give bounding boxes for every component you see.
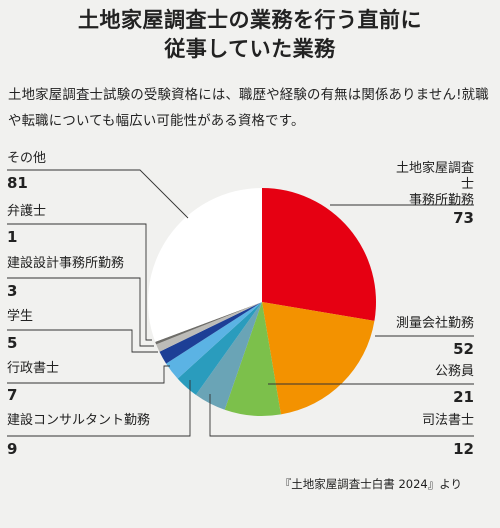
value-sekkei: 3 <box>7 282 18 300</box>
leader-consultant <box>7 380 191 437</box>
label-sokuryo: 測量会社勤務 <box>395 316 474 331</box>
label-gyosei: 行政書士 <box>7 361 60 376</box>
pie-slice-1 <box>262 302 375 415</box>
label-chosashi: 土地家屋調査士 事務所勤務 <box>395 161 474 208</box>
pie-slice-6 <box>159 302 262 364</box>
label-komuin: 公務員 <box>434 364 474 379</box>
value-sonota: 81 <box>7 174 28 192</box>
pie-slice-9 <box>148 188 262 342</box>
value-gakusei: 5 <box>7 334 18 352</box>
leader-sekkei <box>7 277 154 347</box>
chart-title: 土地家屋調査士の業務を行う直前に 従事していた業務 <box>0 6 500 64</box>
value-consultant: 9 <box>7 440 18 458</box>
leader-gakusei <box>7 329 158 353</box>
leader-sonota <box>7 169 189 219</box>
value-sokuryo: 52 <box>453 340 474 358</box>
pie-slice-5 <box>166 302 262 379</box>
title-line-2: 従事していた業務 <box>164 37 336 61</box>
value-komuin: 21 <box>453 388 474 406</box>
pie-slice-0 <box>262 188 376 321</box>
value-gyosei: 7 <box>7 386 18 404</box>
label-shiho: 司法書士 <box>421 413 474 428</box>
value-shiho: 12 <box>453 440 474 458</box>
pie-slice-4 <box>177 302 262 395</box>
pie-slice-8 <box>155 302 262 345</box>
label-bengoshi: 弁護士 <box>7 204 47 219</box>
source-note: 『土地家屋調査士白書 2024』より <box>279 477 462 491</box>
label-consultant: 建設コンサルタント勤務 <box>7 413 151 428</box>
leader-gyosei <box>7 365 170 384</box>
title-line-1: 土地家屋調査士の業務を行う直前に <box>78 8 422 32</box>
leader-bengoshi <box>7 223 152 341</box>
label-sekkei: 建設設計事務所勤務 <box>7 256 125 271</box>
pie-slice-3 <box>195 302 262 410</box>
value-chosashi: 73 <box>453 209 474 227</box>
pie-slice-2 <box>224 302 281 416</box>
label-sonota: その他 <box>7 151 47 166</box>
leader-shiho <box>209 394 474 437</box>
description: 土地家屋調査士試験の受験資格には、職歴や経験の有無は関係ありません!就職や転職に… <box>8 88 489 129</box>
label-gakusei: 学生 <box>7 309 34 324</box>
value-bengoshi: 1 <box>7 228 18 246</box>
pie-slice-7 <box>156 302 262 352</box>
